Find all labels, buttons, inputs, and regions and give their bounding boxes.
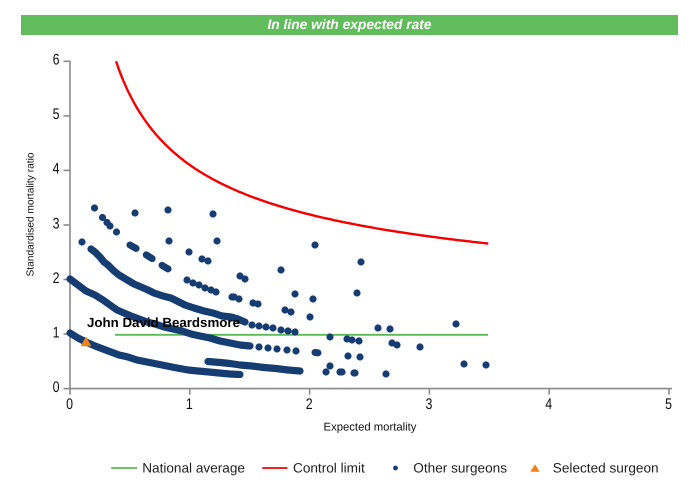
svg-text:John David Beardsmore: John David Beardsmore	[87, 315, 240, 330]
svg-text:5: 5	[665, 396, 672, 413]
svg-text:Standardised mortality ratio: Standardised mortality ratio	[26, 152, 37, 276]
svg-text:2: 2	[306, 396, 313, 413]
svg-text:6: 6	[53, 52, 60, 69]
svg-text:0: 0	[66, 396, 73, 413]
svg-text:1: 1	[53, 324, 60, 341]
svg-text:1: 1	[186, 396, 193, 413]
svg-text:5: 5	[53, 106, 60, 123]
svg-text:National average: National average	[142, 461, 245, 476]
svg-text:3: 3	[426, 396, 433, 413]
svg-text:3: 3	[53, 215, 60, 232]
svg-text:2: 2	[53, 270, 60, 287]
svg-text:4: 4	[545, 396, 552, 413]
svg-text:0: 0	[53, 379, 60, 396]
svg-text:Other surgeons: Other surgeons	[413, 461, 507, 476]
svg-text:Control limit: Control limit	[293, 461, 365, 476]
svg-text:Expected mortality: Expected mortality	[324, 422, 417, 434]
svg-text:Selected surgeon: Selected surgeon	[553, 461, 659, 476]
svg-text:4: 4	[53, 161, 60, 178]
